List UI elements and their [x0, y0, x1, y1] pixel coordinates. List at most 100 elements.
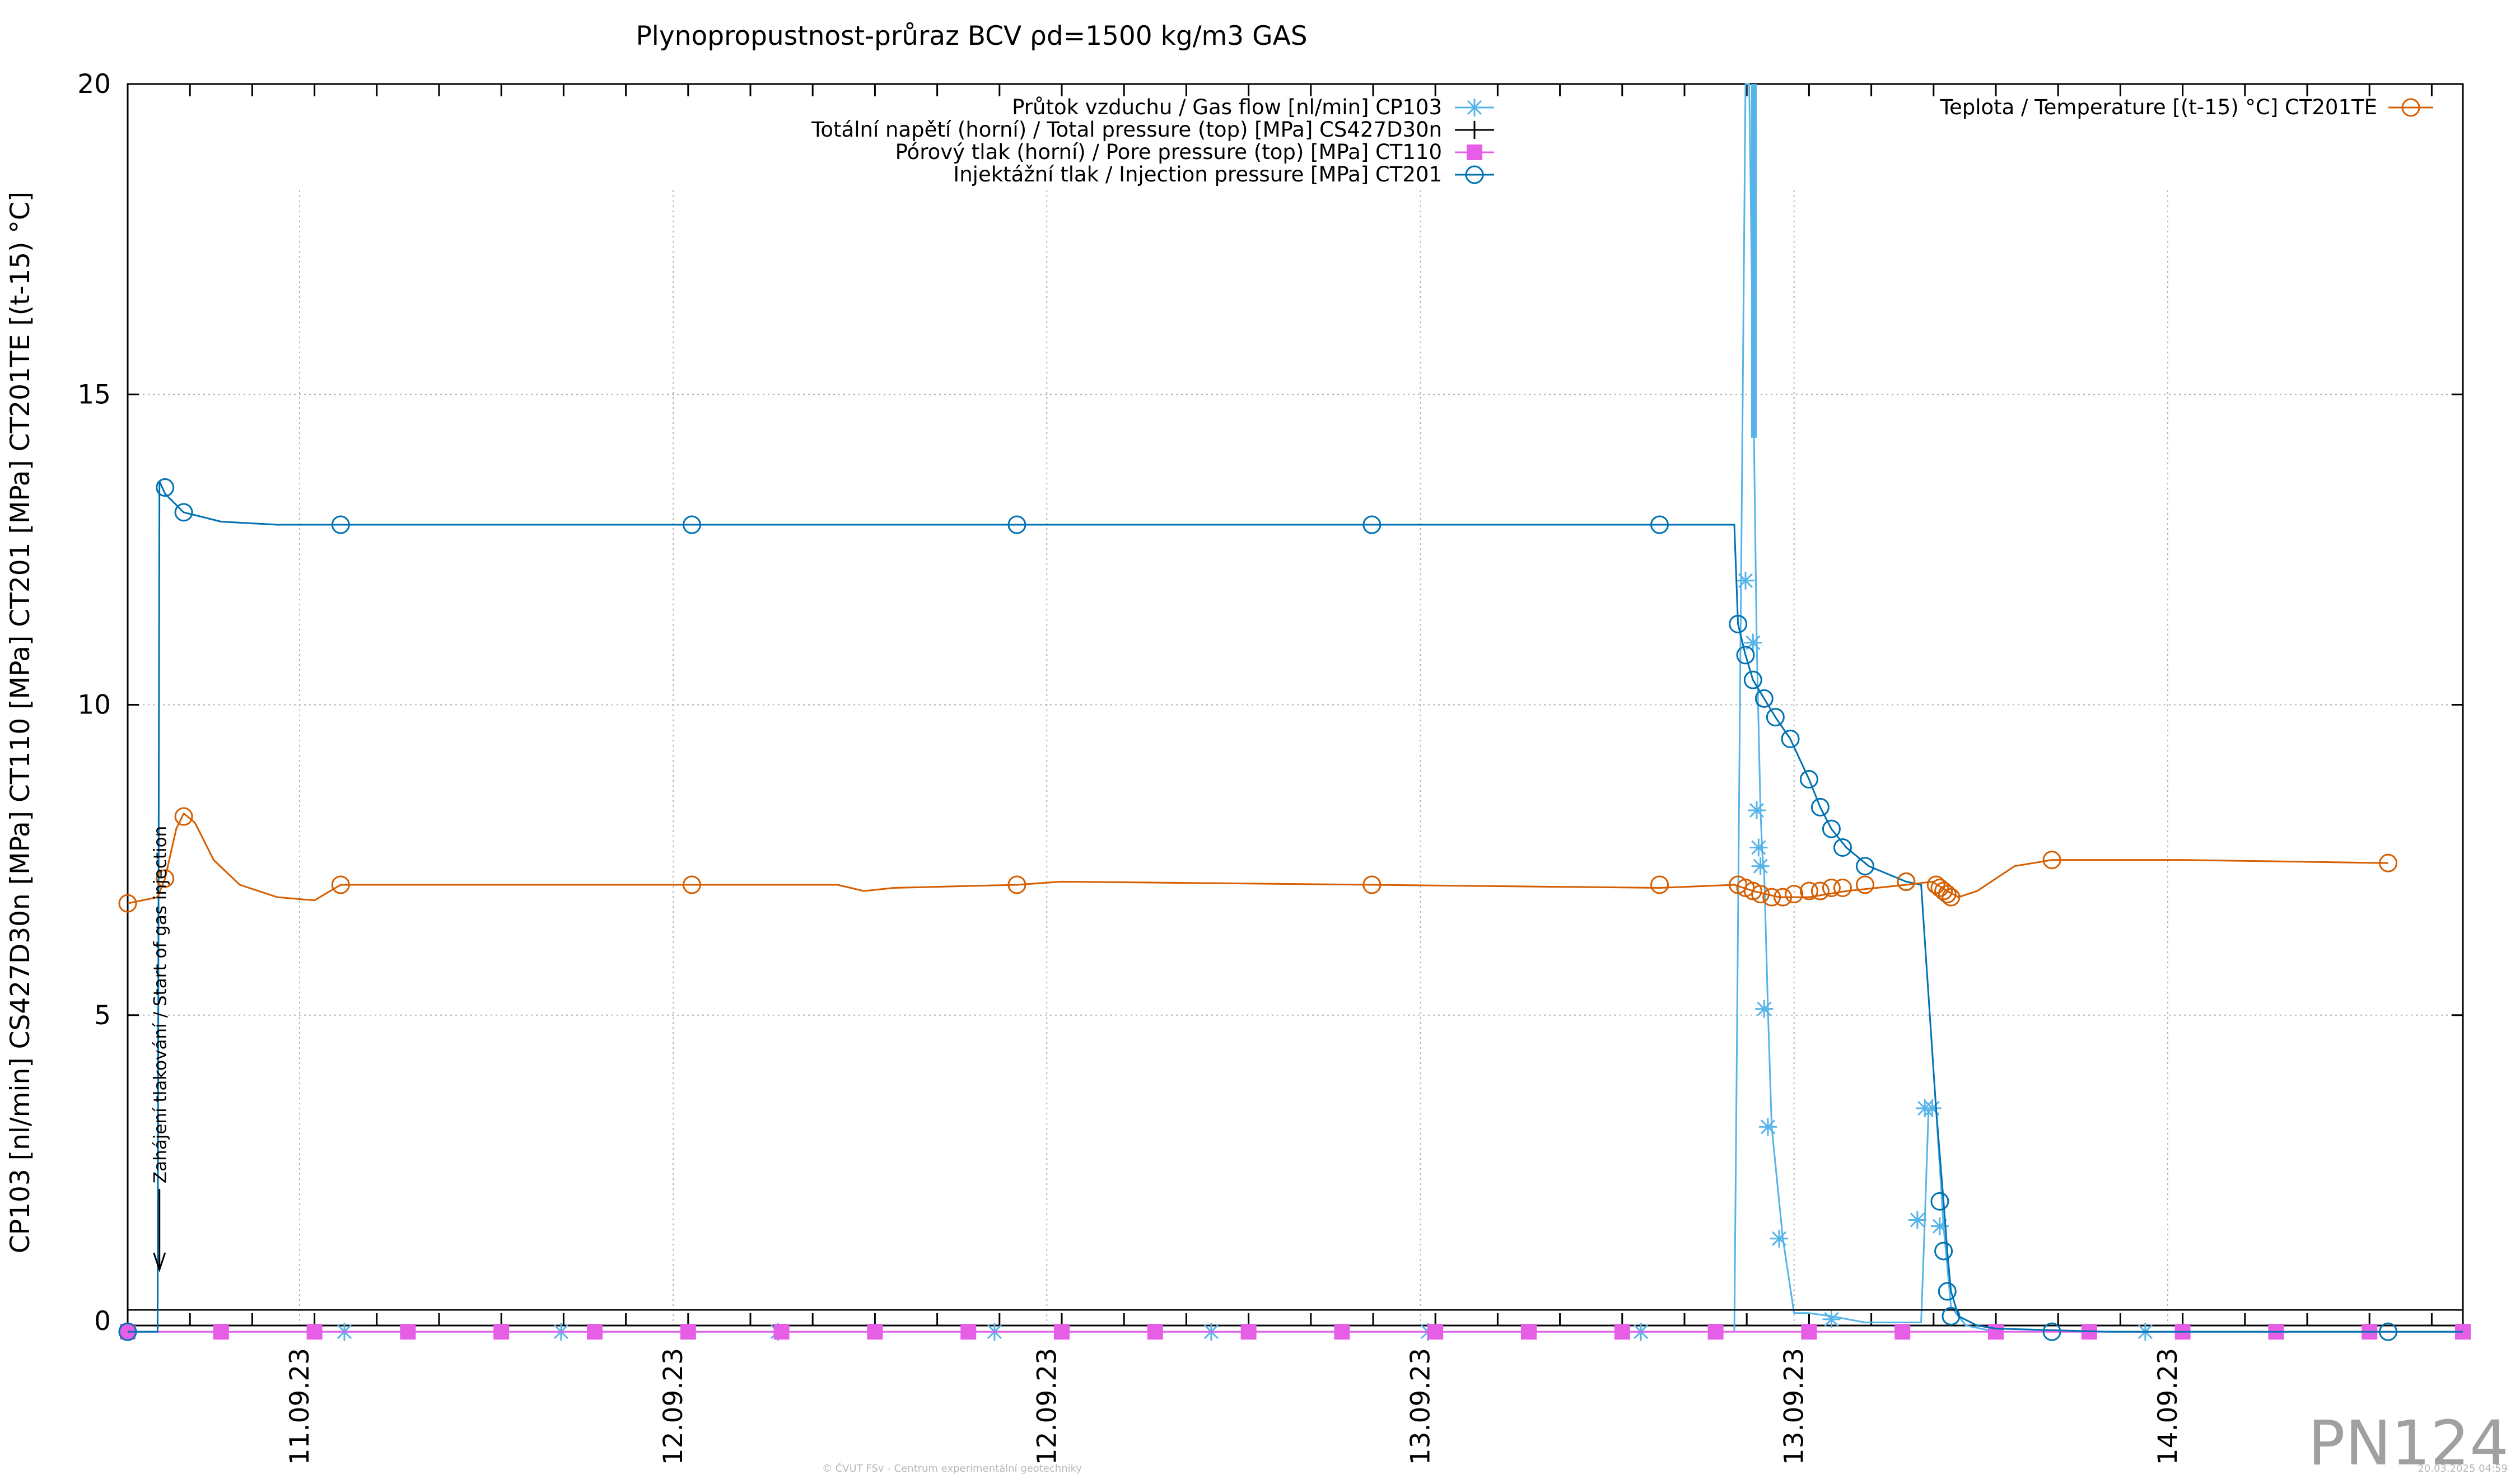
data-point-injection-pressure [1736, 646, 1755, 665]
data-point-pore-pressure [867, 1324, 883, 1340]
data-point-pore-pressure [680, 1324, 696, 1340]
data-point-pore-pressure [400, 1324, 416, 1340]
legend-label-temperature: Teplota / Temperature [(t-15) °C] CT201T… [1940, 95, 2377, 119]
data-point-pore-pressure [1427, 1324, 1444, 1340]
y-tick-label: 0 [94, 1306, 111, 1337]
data-point-injection-pressure [1362, 515, 1382, 534]
data-point-injection-pressure [1799, 770, 1818, 789]
data-point-injection-pressure [1766, 708, 1785, 727]
data-point-pore-pressure [1988, 1324, 2004, 1340]
data-point-injection-pressure [1007, 515, 1026, 534]
data-point-injection-pressure [1743, 670, 1762, 689]
y-tick-label: 15 [77, 379, 111, 410]
series-line-temperature [127, 813, 2388, 904]
y-tick-label: 20 [77, 69, 111, 100]
data-point-temperature [1785, 885, 1804, 904]
data-point-injection-pressure [2379, 1322, 2398, 1341]
star-stroke [1467, 100, 1482, 115]
data-point-flow [1736, 571, 1754, 590]
data-point-temperature [1855, 875, 1874, 894]
star-stroke [1751, 840, 1766, 855]
star-stroke [1757, 1001, 1772, 1016]
data-point-flow [1747, 801, 1766, 819]
data-point-injection-pressure [1855, 857, 1874, 876]
x-axis-ticks: 11.09.23 12.09.23 12.09.23 13.09.23 13.09.23… [127, 84, 2433, 1465]
data-point-injection-pressure [156, 478, 175, 497]
data-point-temperature [1762, 888, 1781, 907]
data-point-pore-pressure [1894, 1324, 1911, 1340]
star-stroke [1760, 1119, 1776, 1135]
flow-spike-bar [1751, 84, 1757, 438]
x-tick-label: 11.09.23 [284, 1348, 315, 1465]
data-point-temperature [1650, 875, 1669, 894]
data-point-pore-pressure [306, 1324, 323, 1340]
chart-title: Plynopropustnost-průraz BCV ρd=1500 kg/m… [636, 21, 1307, 52]
legend-label-injection-pressure: Injektážní tlak / Injection pressure [MP… [953, 162, 1442, 186]
data-point-injection-pressure [1729, 614, 1748, 633]
x-tick-label: 12.09.23 [1032, 1348, 1062, 1465]
y-tick-label: 5 [94, 1000, 111, 1031]
data-point-temperature [331, 875, 350, 894]
data-point-injection-pressure [1754, 689, 1774, 708]
data-point-temperature [1833, 879, 1852, 898]
legend-marker-temperature [2401, 98, 2420, 117]
data-point-pore-pressure [1614, 1324, 1630, 1340]
data-point-flow [1749, 838, 1768, 857]
data-point-injection-pressure [1810, 797, 1830, 816]
y-tick-label: 10 [77, 690, 111, 721]
x-tick-label: 13.09.23 [1779, 1348, 1810, 1465]
legend-marker-injection-pressure [1465, 165, 1484, 184]
y-axis-label: CP103 [nl/min] CS427D30n [MPa] CT110 [MP… [5, 192, 36, 1253]
data-point-pore-pressure [1801, 1324, 1817, 1340]
legend-marker-flow [1466, 99, 1483, 116]
data-point-temperature [1942, 888, 1961, 907]
annotation-arrow-head [153, 1252, 166, 1272]
data-point-temperature [1362, 875, 1382, 894]
star-stroke [1925, 1100, 1940, 1116]
data-point-temperature [174, 807, 193, 826]
data-point-pore-pressure [960, 1324, 977, 1340]
data-point-pore-pressure [1240, 1324, 1257, 1340]
data-point-injection-pressure [331, 515, 350, 534]
data-point-temperature [1774, 888, 1793, 907]
data-point-pore-pressure [773, 1324, 790, 1340]
legend-label-flow: Průtok vzduchu / Gas flow [nl/min] CP103 [1012, 95, 1442, 119]
data-point-flow [1755, 1000, 1774, 1018]
data-point-pore-pressure [213, 1324, 229, 1340]
data-point-temperature [1938, 885, 1957, 904]
data-point-pore-pressure [1334, 1324, 1350, 1340]
data-point-injection-pressure [1938, 1282, 1957, 1301]
data-point-pore-pressure [587, 1324, 603, 1340]
data-point-flow [1908, 1211, 1926, 1229]
data-point-pore-pressure [1521, 1324, 1537, 1340]
data-point-temperature [1751, 885, 1770, 904]
data-point-flow [1923, 1099, 1942, 1118]
star-stroke [1771, 1231, 1787, 1246]
data-point-flow [1822, 1310, 1841, 1328]
data-point-pore-pressure [1707, 1324, 1724, 1340]
data-point-injection-pressure [118, 1322, 137, 1341]
data-point-temperature [1897, 872, 1916, 891]
data-point-temperature [156, 869, 175, 888]
data-point-pore-pressure [1147, 1324, 1163, 1340]
footer-timestamp: 20.03.2025 04:59 [2418, 1463, 2508, 1474]
x-tick-label: 12.09.23 [658, 1348, 689, 1465]
data-point-injection-pressure [1781, 729, 1800, 748]
data-point-temperature [118, 894, 137, 913]
data-point-flow [1770, 1229, 1789, 1248]
grid [128, 190, 2463, 1326]
data-point-injection-pressure [1822, 819, 1841, 838]
data-point-injection-pressure [1934, 1242, 1953, 1261]
star-stroke [1910, 1212, 1925, 1228]
series-temperature [118, 807, 2398, 913]
data-point-flow [1751, 857, 1770, 875]
star-stroke [1824, 1312, 1839, 1327]
data-point-pore-pressure [1054, 1324, 1070, 1340]
annotation-text: Zahájení tlakování / Start of gas inject… [151, 826, 171, 1183]
data-point-injection-pressure [1833, 838, 1852, 857]
data-point-injection-pressure [174, 503, 193, 522]
data-point-injection-pressure [1942, 1306, 1961, 1326]
data-point-pore-pressure [493, 1324, 510, 1340]
star-stroke [1753, 858, 1768, 874]
annotation: Zahájení tlakování / Start of gas inject… [151, 826, 171, 1272]
